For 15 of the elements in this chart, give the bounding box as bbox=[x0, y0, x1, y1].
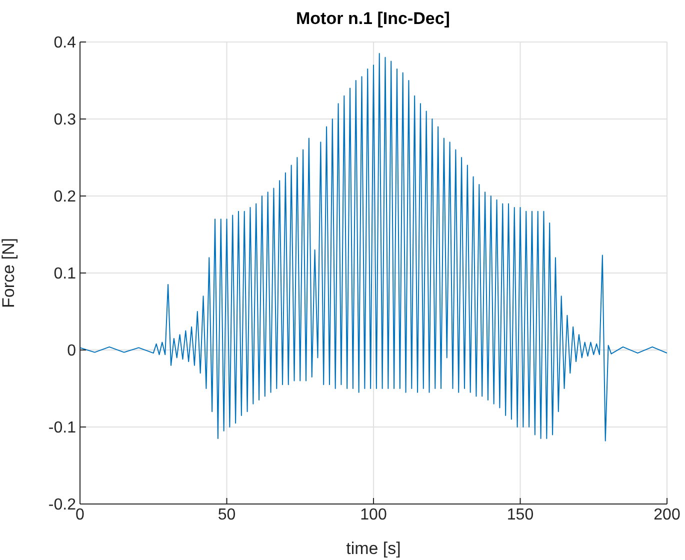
x-tick-label: 100 bbox=[360, 506, 387, 524]
line-series bbox=[80, 53, 667, 442]
x-tick-label: 200 bbox=[654, 506, 680, 524]
y-tick-label: 0 bbox=[67, 342, 76, 360]
y-tick-label: 0.1 bbox=[54, 266, 76, 283]
x-axis-title: time [s] bbox=[346, 539, 401, 558]
y-axis-title: Force [N] bbox=[0, 238, 18, 308]
y-tick-label: -0.1 bbox=[48, 420, 76, 437]
y-tick-label: 0.3 bbox=[54, 112, 76, 129]
chart-title: Motor n.1 [Inc-Dec] bbox=[296, 9, 450, 28]
y-tick-label: -0.2 bbox=[48, 496, 76, 514]
x-tick-label: 50 bbox=[218, 506, 236, 524]
y-tick-label: 0.4 bbox=[54, 34, 76, 52]
x-tick-label: 150 bbox=[506, 506, 534, 524]
y-tick-label: 0.2 bbox=[54, 188, 76, 206]
